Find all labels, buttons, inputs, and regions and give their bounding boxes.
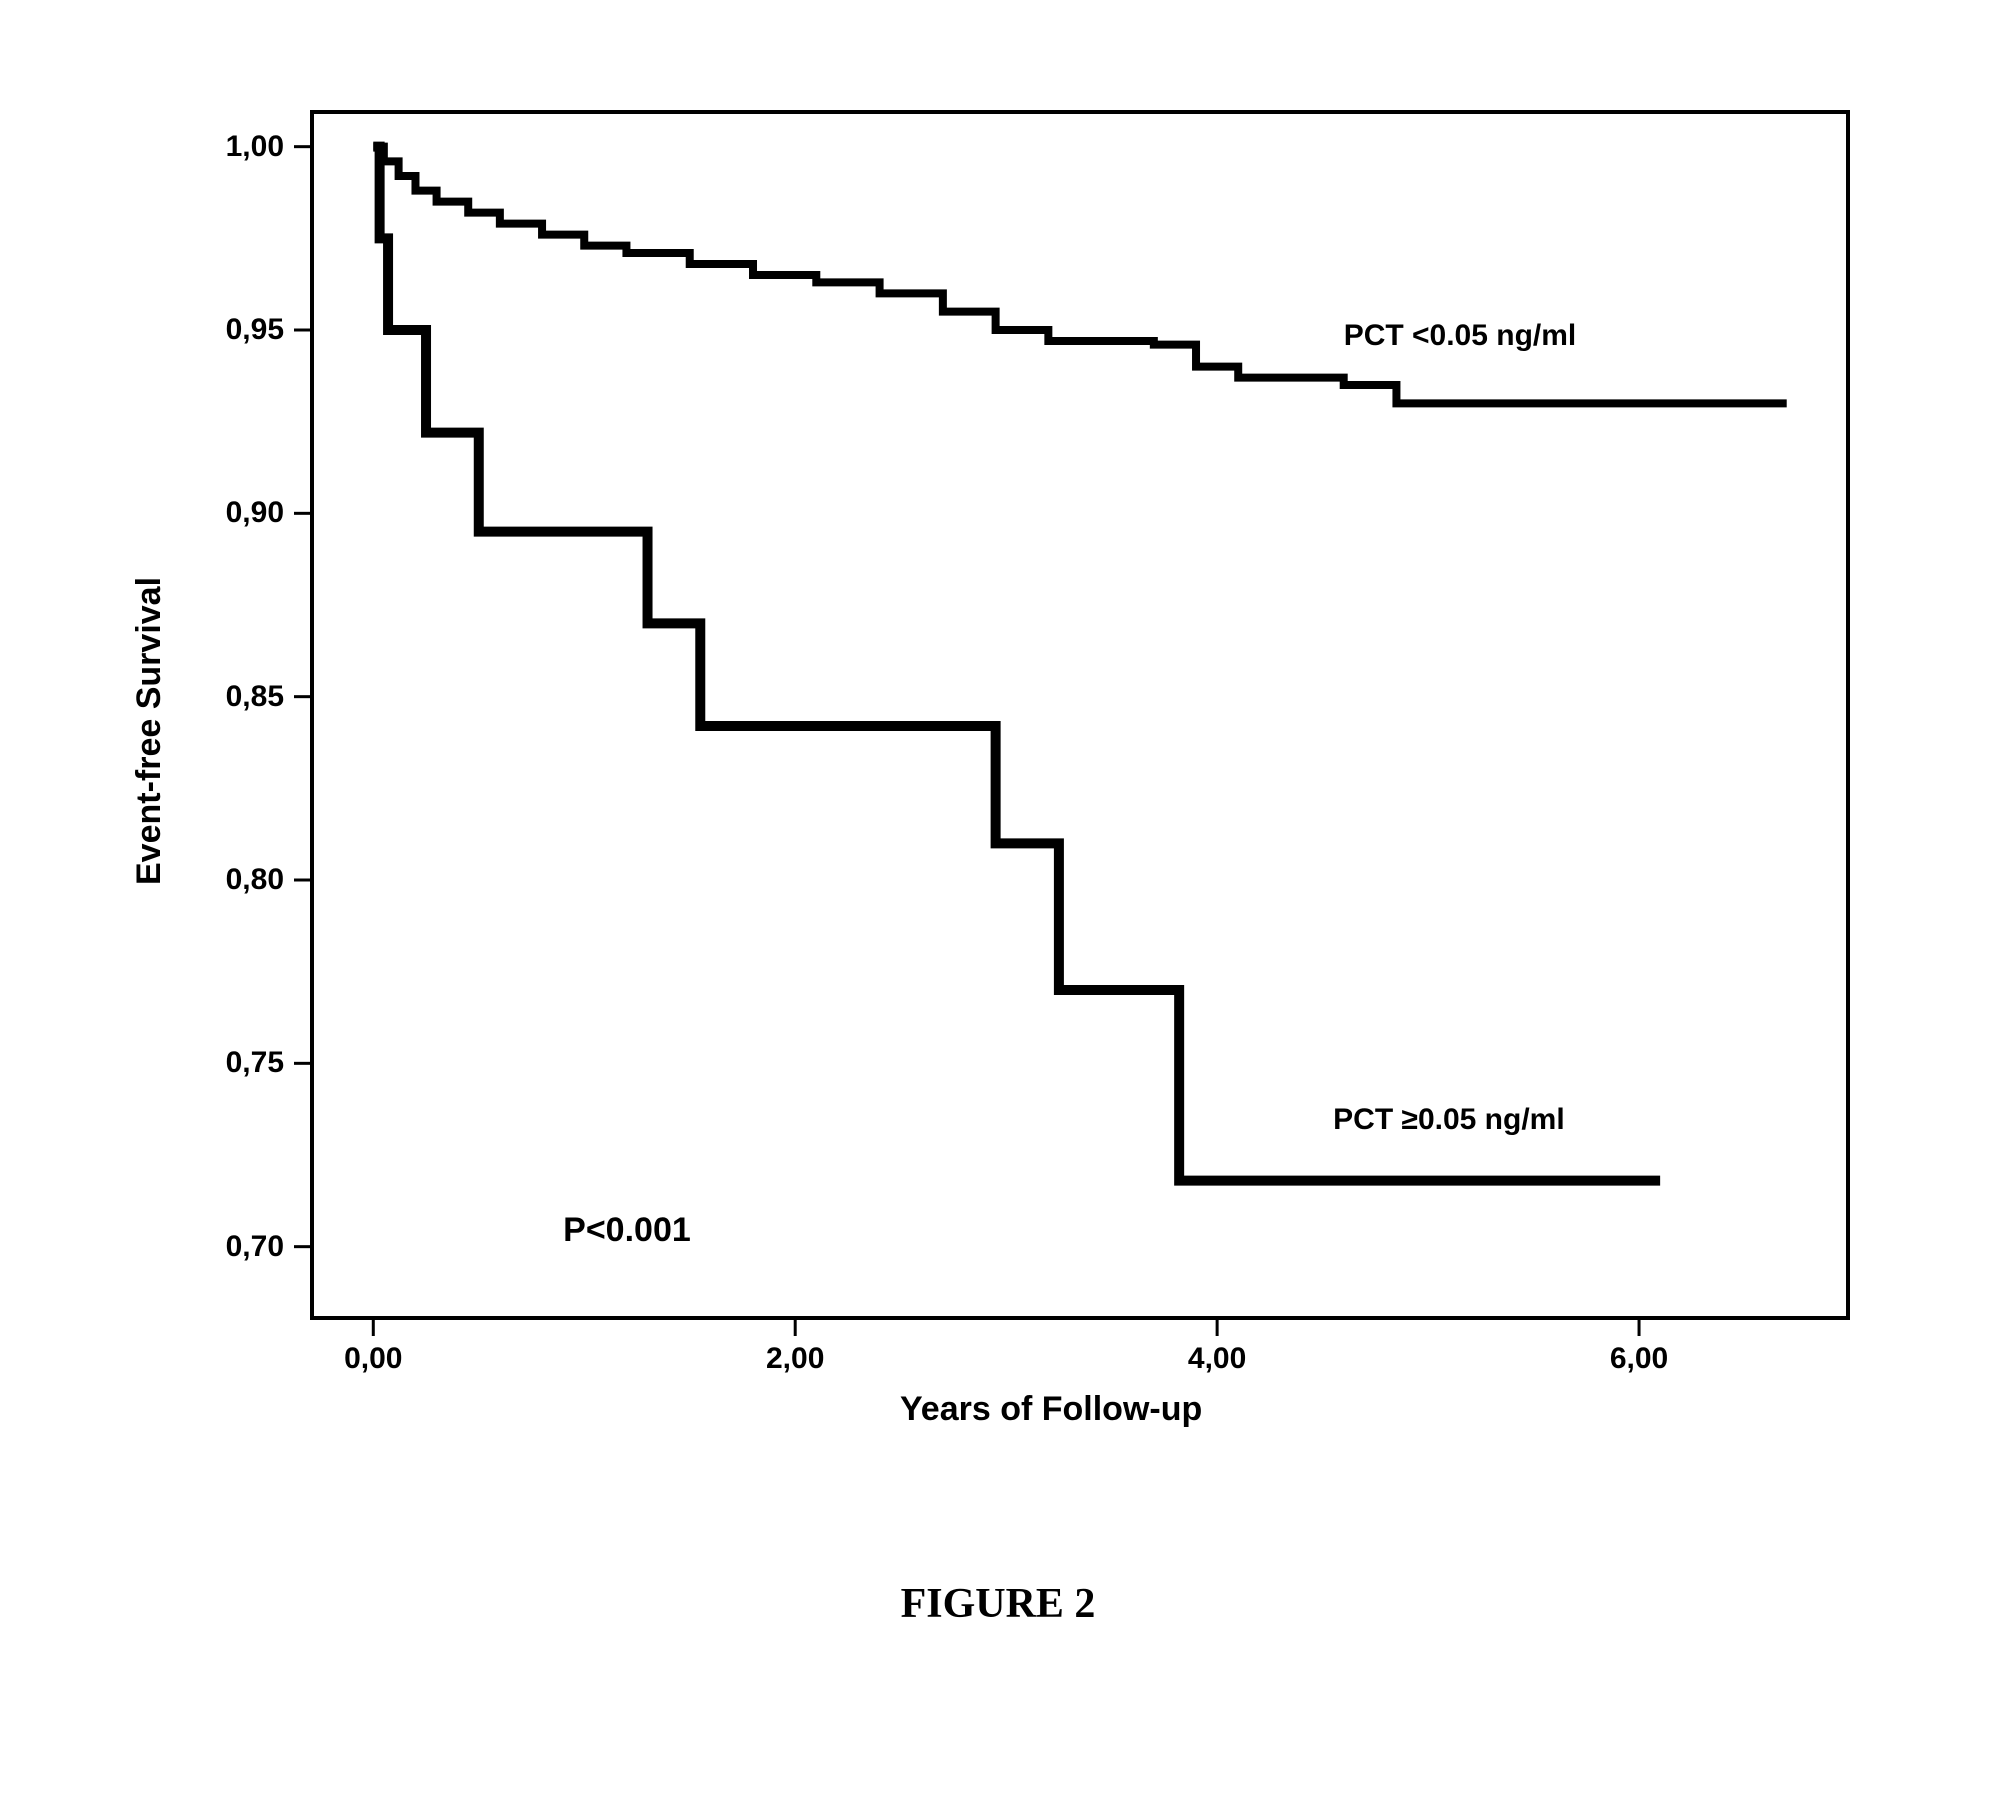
- series-label-pct-high: PCT ≥0.05 ng/ml: [1333, 1103, 1565, 1137]
- p-value-annotation: P<0.001: [563, 1211, 691, 1250]
- figure-caption: FIGURE 2: [0, 1580, 1996, 1628]
- series-pct-high: [373, 147, 1660, 1181]
- series-label-pct-low: PCT <0.05 ng/ml: [1344, 319, 1577, 353]
- series-pct-low: [373, 147, 1786, 404]
- series-layer: [0, 0, 1996, 1804]
- figure-canvas: 0,700,750,800,850,900,951,00 0,002,004,0…: [0, 0, 1996, 1804]
- figure-caption-text: FIGURE 2: [901, 1581, 1096, 1627]
